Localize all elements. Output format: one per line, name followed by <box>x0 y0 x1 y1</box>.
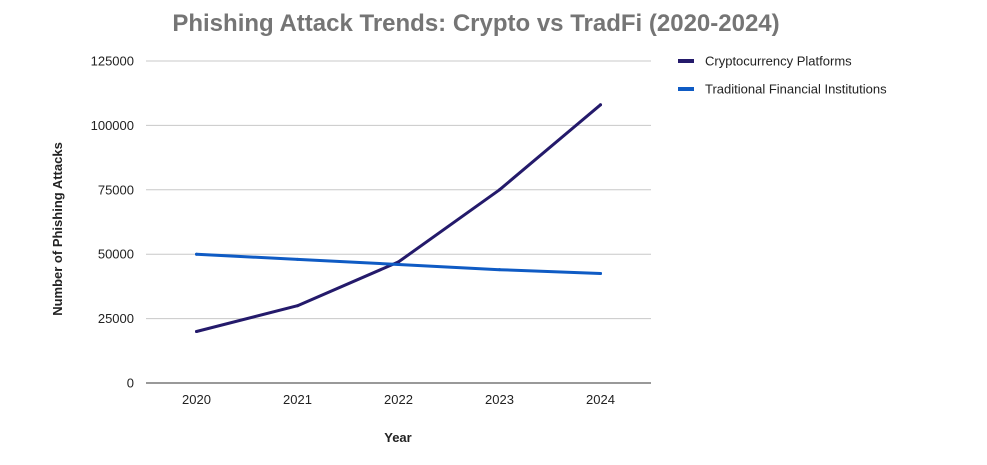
x-tick-label: 2023 <box>485 392 514 407</box>
y-axis-ticks: 0 25000 50000 75000 100000 125000 <box>91 54 134 391</box>
legend: Cryptocurrency Platforms Traditional Fina… <box>678 54 887 97</box>
x-axis-label: Year <box>384 430 411 445</box>
data-point <box>397 263 400 267</box>
y-tick-label: 0 <box>127 376 134 391</box>
y-tick-label: 75000 <box>98 182 134 197</box>
data-point <box>498 188 501 192</box>
y-axis-label: Number of Phishing Attacks <box>50 142 65 316</box>
data-point <box>296 304 299 308</box>
y-tick-label: 100000 <box>91 118 134 133</box>
x-axis-ticks: 2020 2021 2022 2023 2024 <box>182 392 615 407</box>
data-point <box>498 268 501 272</box>
x-tick-label: 2020 <box>182 392 211 407</box>
x-tick-label: 2022 <box>384 392 413 407</box>
legend-label: Cryptocurrency Platforms <box>705 54 852 69</box>
data-point <box>296 257 299 261</box>
y-tick-label: 25000 <box>98 311 134 326</box>
data-point <box>599 103 602 107</box>
data-point <box>195 329 198 333</box>
x-tick-label: 2021 <box>283 392 312 407</box>
data-point <box>599 272 602 276</box>
data-point <box>397 260 400 264</box>
series-lines <box>195 103 602 333</box>
x-tick-label: 2024 <box>586 392 615 407</box>
legend-label: Traditional Financial Institutions <box>705 82 887 97</box>
y-tick-label: 50000 <box>98 247 134 262</box>
y-tick-label: 125000 <box>91 54 134 69</box>
gridlines <box>146 60 651 320</box>
series-line-1 <box>195 103 602 333</box>
chart-title: Phishing Attack Trends: Crypto vs TradFi… <box>172 10 779 37</box>
data-point <box>195 252 198 256</box>
